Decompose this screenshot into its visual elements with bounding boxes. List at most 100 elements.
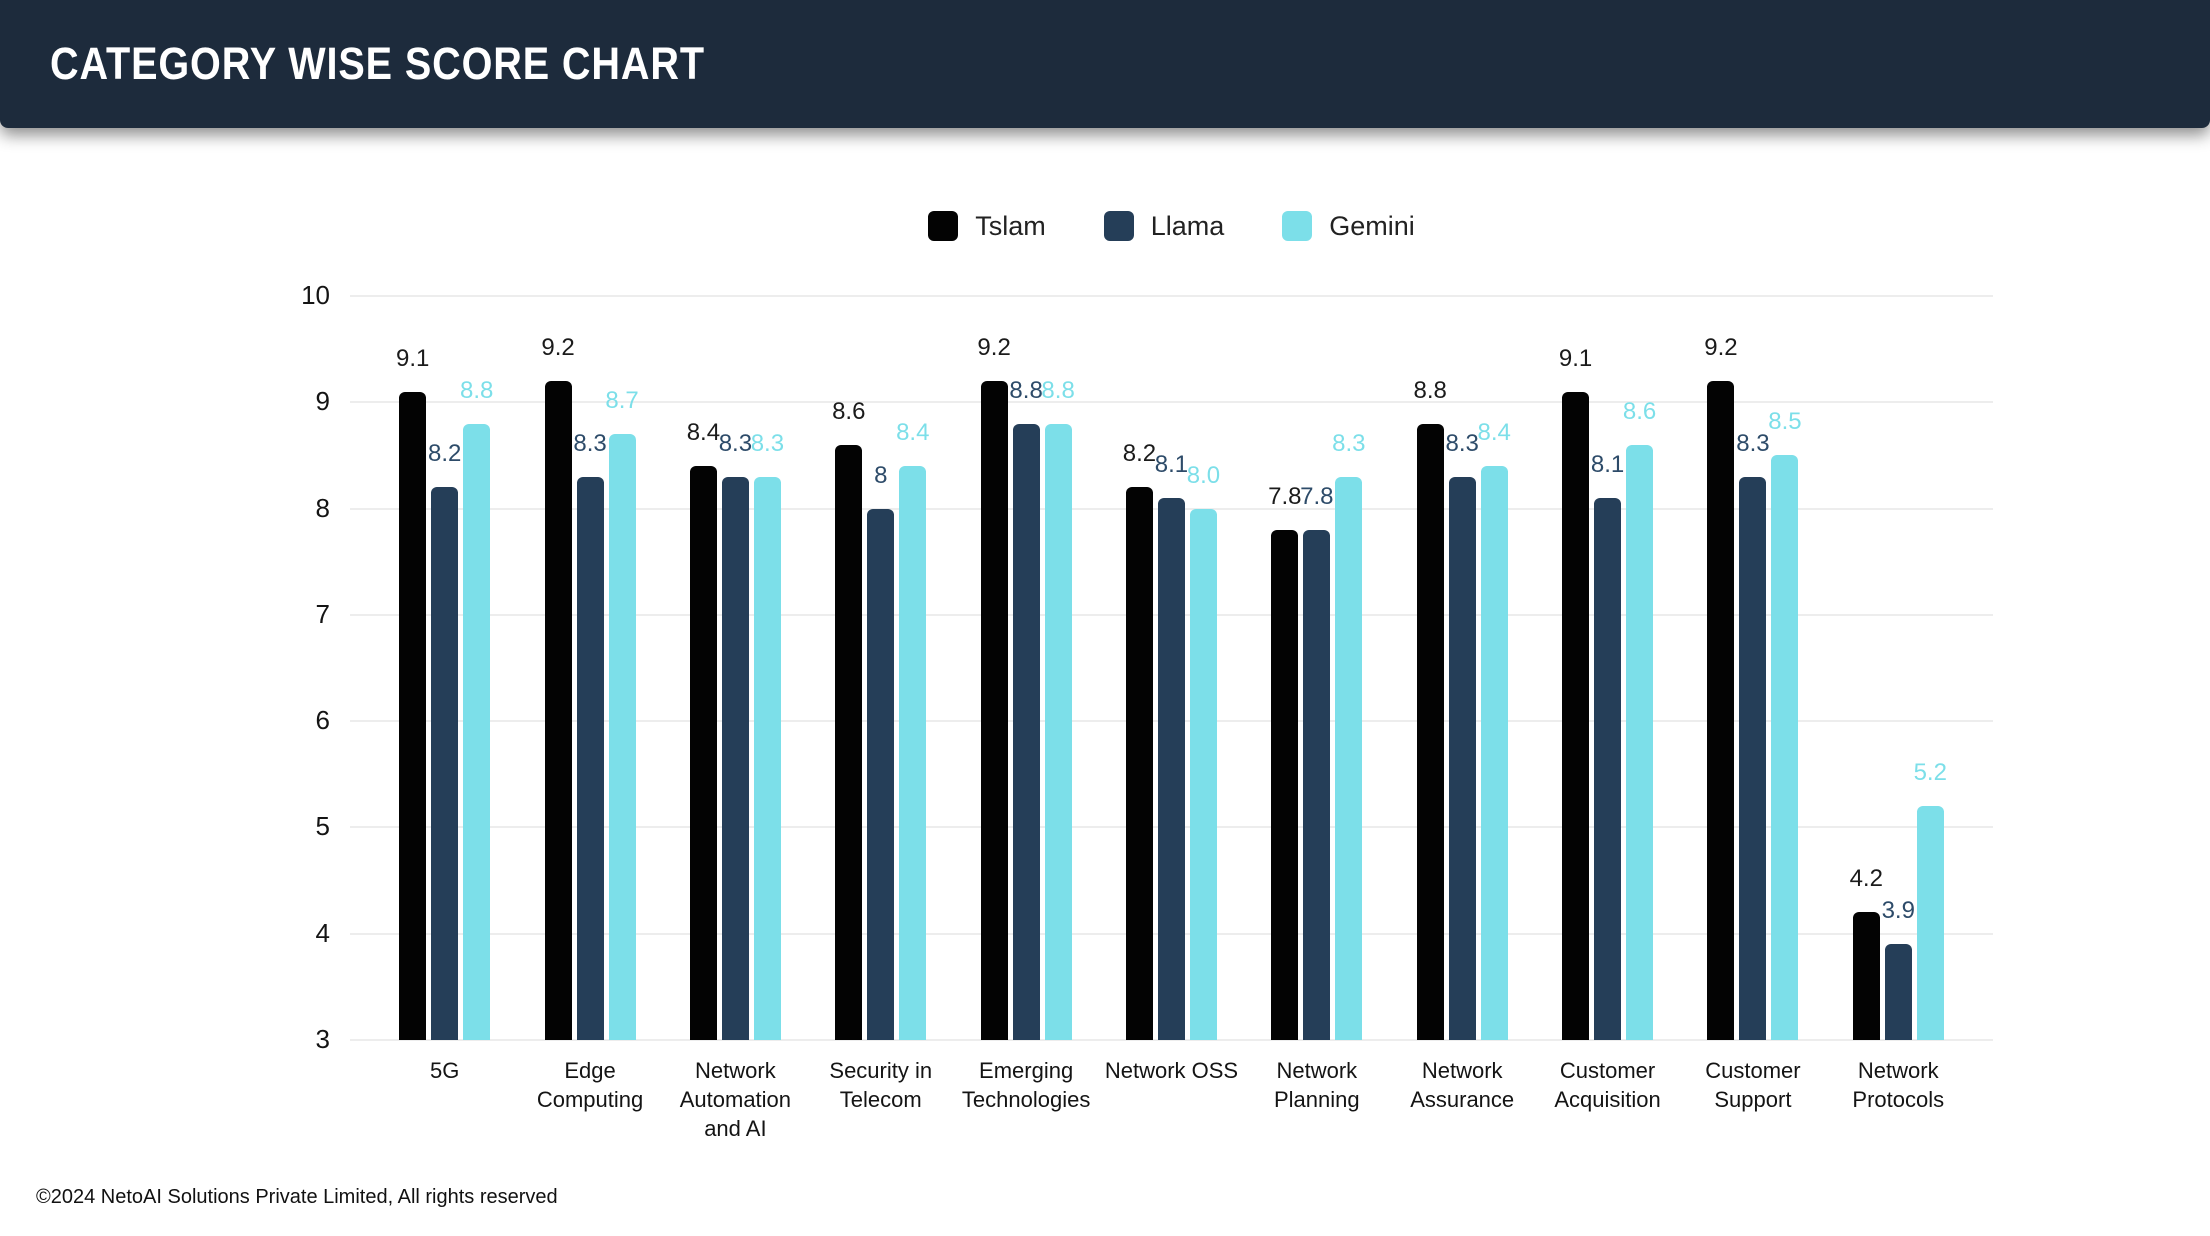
bar-tslam[interactable]: 8.4: [687, 419, 720, 1040]
bar-gemini[interactable]: 8.4: [1478, 419, 1511, 1040]
bar-gemini[interactable]: 8.3: [751, 430, 784, 1040]
legend-swatch-icon: [1103, 211, 1134, 241]
bar-value-label: 8.1: [1154, 450, 1189, 478]
bar-tslam[interactable]: 9.2: [1704, 334, 1738, 1040]
legend-swatch-icon: [1282, 211, 1313, 241]
bar-tslam[interactable]: 9.2: [541, 334, 575, 1040]
x-axis-slot: Network Planning: [1244, 1056, 1389, 1143]
bar-tslam[interactable]: 9.2: [977, 334, 1011, 1040]
bar-value-label: 8.8: [1041, 376, 1075, 404]
bar-gemini[interactable]: 8.7: [605, 387, 639, 1040]
bar-value-label: 8.8: [459, 376, 494, 404]
bar-gemini[interactable]: 8.3: [1332, 430, 1366, 1040]
x-axis-slot: Network Assurance: [1390, 1056, 1535, 1143]
x-axis-label: Security in Telecom: [829, 1058, 933, 1112]
chart-legend: Tslam Llama Gemini: [350, 200, 1993, 252]
bar-tslam[interactable]: 8.6: [832, 398, 865, 1040]
bar-llama[interactable]: 8.2: [428, 440, 461, 1040]
legend-item-llama[interactable]: Llama: [1103, 210, 1225, 242]
bar-value-label: 8.1: [1590, 450, 1625, 478]
bar-value-label: 5.2: [1913, 759, 1947, 787]
y-axis-tick: 10: [301, 279, 330, 310]
bar-llama[interactable]: 8.3: [1736, 430, 1770, 1040]
bar-tslam[interactable]: 9.1: [1559, 345, 1592, 1040]
bar-gemini[interactable]: 8.8: [460, 377, 493, 1040]
x-axis-label: Network Planning: [1274, 1058, 1360, 1112]
legend-item-gemini[interactable]: Gemini: [1282, 211, 1415, 242]
bar-group: 9.1 8.1 8.6: [1535, 296, 1680, 1040]
bar-group: 9.2 8.3 8.5: [1680, 296, 1825, 1040]
bar-tslam[interactable]: 8.2: [1123, 440, 1156, 1040]
bar-value-label: 4.2: [1849, 865, 1883, 893]
bar-gemini[interactable]: 8.5: [1768, 408, 1802, 1040]
bar-value-label: 8.3: [573, 429, 607, 457]
x-axis-slot: Network OSS: [1099, 1056, 1244, 1143]
page-title: CATEGORY WISE SCORE CHART: [50, 38, 705, 89]
bar-group: 9.2 8.8 8.8: [953, 296, 1098, 1040]
x-axis-slot: Network Automation and AI: [663, 1056, 808, 1143]
bar-llama[interactable]: 8.3: [573, 430, 607, 1040]
bar-value-label: 8.8: [1413, 376, 1447, 404]
bar-value-label: 3.9: [1881, 897, 1915, 925]
x-axis-label: Network Protocols: [1852, 1058, 1945, 1112]
bar-llama[interactable]: 8: [867, 462, 895, 1040]
bar-value-label: 9.1: [395, 344, 430, 372]
gridline: [350, 401, 1993, 404]
bar-value-label: 7.8: [1268, 482, 1302, 510]
bar-group: 4.2 3.9 5.2: [1826, 296, 1971, 1040]
x-axis-label: Network OSS: [1104, 1058, 1239, 1083]
x-axis-label: Customer Support: [1705, 1058, 1801, 1112]
bar-value-label: 8.6: [832, 397, 866, 425]
bar-group: 8.8 8.3 8.4: [1390, 296, 1535, 1040]
bar-group: 8.6 8 8.4: [808, 296, 953, 1040]
bar-llama[interactable]: 8.3: [1446, 430, 1479, 1040]
gridline: [350, 295, 1993, 297]
x-axis-label: Emerging Technologies: [961, 1058, 1091, 1112]
bar-value-label: 8.2: [1122, 440, 1157, 468]
x-axis-label: Network Automation and AI: [679, 1058, 792, 1141]
bar-tslam[interactable]: 8.8: [1414, 377, 1447, 1040]
title-bar: CATEGORY WISE SCORE CHART: [0, 0, 2210, 128]
x-axis-slot: Emerging Technologies: [953, 1056, 1098, 1143]
bar-value-label: 8.7: [605, 387, 639, 415]
bar-group: 9.1 8.2 8.8: [372, 296, 517, 1040]
bar-tslam[interactable]: 4.2: [1850, 865, 1883, 1040]
bar-llama[interactable]: 8.8: [1009, 377, 1043, 1040]
x-axis-slot: 5G: [372, 1056, 517, 1143]
legend-label: Llama: [1150, 210, 1225, 241]
bar-group: 9.2 8.3 8.7: [517, 296, 662, 1040]
bar-value-label: 8.6: [1622, 397, 1657, 425]
bar-value-label: 8.4: [686, 419, 721, 447]
bar-value-label: 8.3: [1445, 429, 1479, 457]
bar-value-label: 8.5: [1768, 408, 1802, 436]
bar-gemini[interactable]: 5.2: [1914, 759, 1947, 1040]
x-axis-label: Customer Acquisition: [1554, 1058, 1661, 1112]
bar-tslam[interactable]: 9.1: [396, 345, 429, 1040]
bar-group: 8.2 8.1 8.0: [1099, 296, 1244, 1040]
category-axis: 5G Edge Computing Network Automation and A…: [350, 1056, 1993, 1143]
y-axis-tick: 4: [315, 917, 330, 948]
bar-llama[interactable]: 8.1: [1155, 451, 1188, 1040]
y-axis-tick: 8: [315, 492, 330, 523]
bar-value-label: 8.8: [1009, 376, 1043, 404]
bar-gemini[interactable]: 8.6: [1623, 398, 1656, 1040]
bar-llama[interactable]: 8.1: [1591, 451, 1624, 1040]
x-axis-label: 5G: [430, 1058, 460, 1083]
bar-gemini[interactable]: 8.0: [1187, 462, 1220, 1040]
bar-llama[interactable]: 8.3: [719, 430, 752, 1040]
bar-value-label: 8.3: [750, 429, 785, 457]
bar-value-label: 9.2: [541, 334, 575, 362]
bar-gemini[interactable]: 8.8: [1041, 377, 1075, 1040]
legend-label: Gemini: [1329, 210, 1415, 241]
bar-llama[interactable]: 3.9: [1882, 897, 1915, 1040]
bar-value-label: 7.8: [1300, 482, 1334, 510]
x-axis-slot: Customer Support: [1680, 1056, 1825, 1143]
bar-llama[interactable]: 7.8: [1300, 483, 1334, 1040]
bar-gemini[interactable]: 8.4: [896, 419, 929, 1040]
y-axis-tick: 7: [315, 598, 330, 629]
legend-item-tslam[interactable]: Tslam: [928, 211, 1046, 242]
bar-value-label: 9.2: [977, 334, 1011, 362]
bar-tslam[interactable]: 7.8: [1268, 483, 1302, 1040]
bar-value-label: 9.1: [1558, 344, 1593, 372]
